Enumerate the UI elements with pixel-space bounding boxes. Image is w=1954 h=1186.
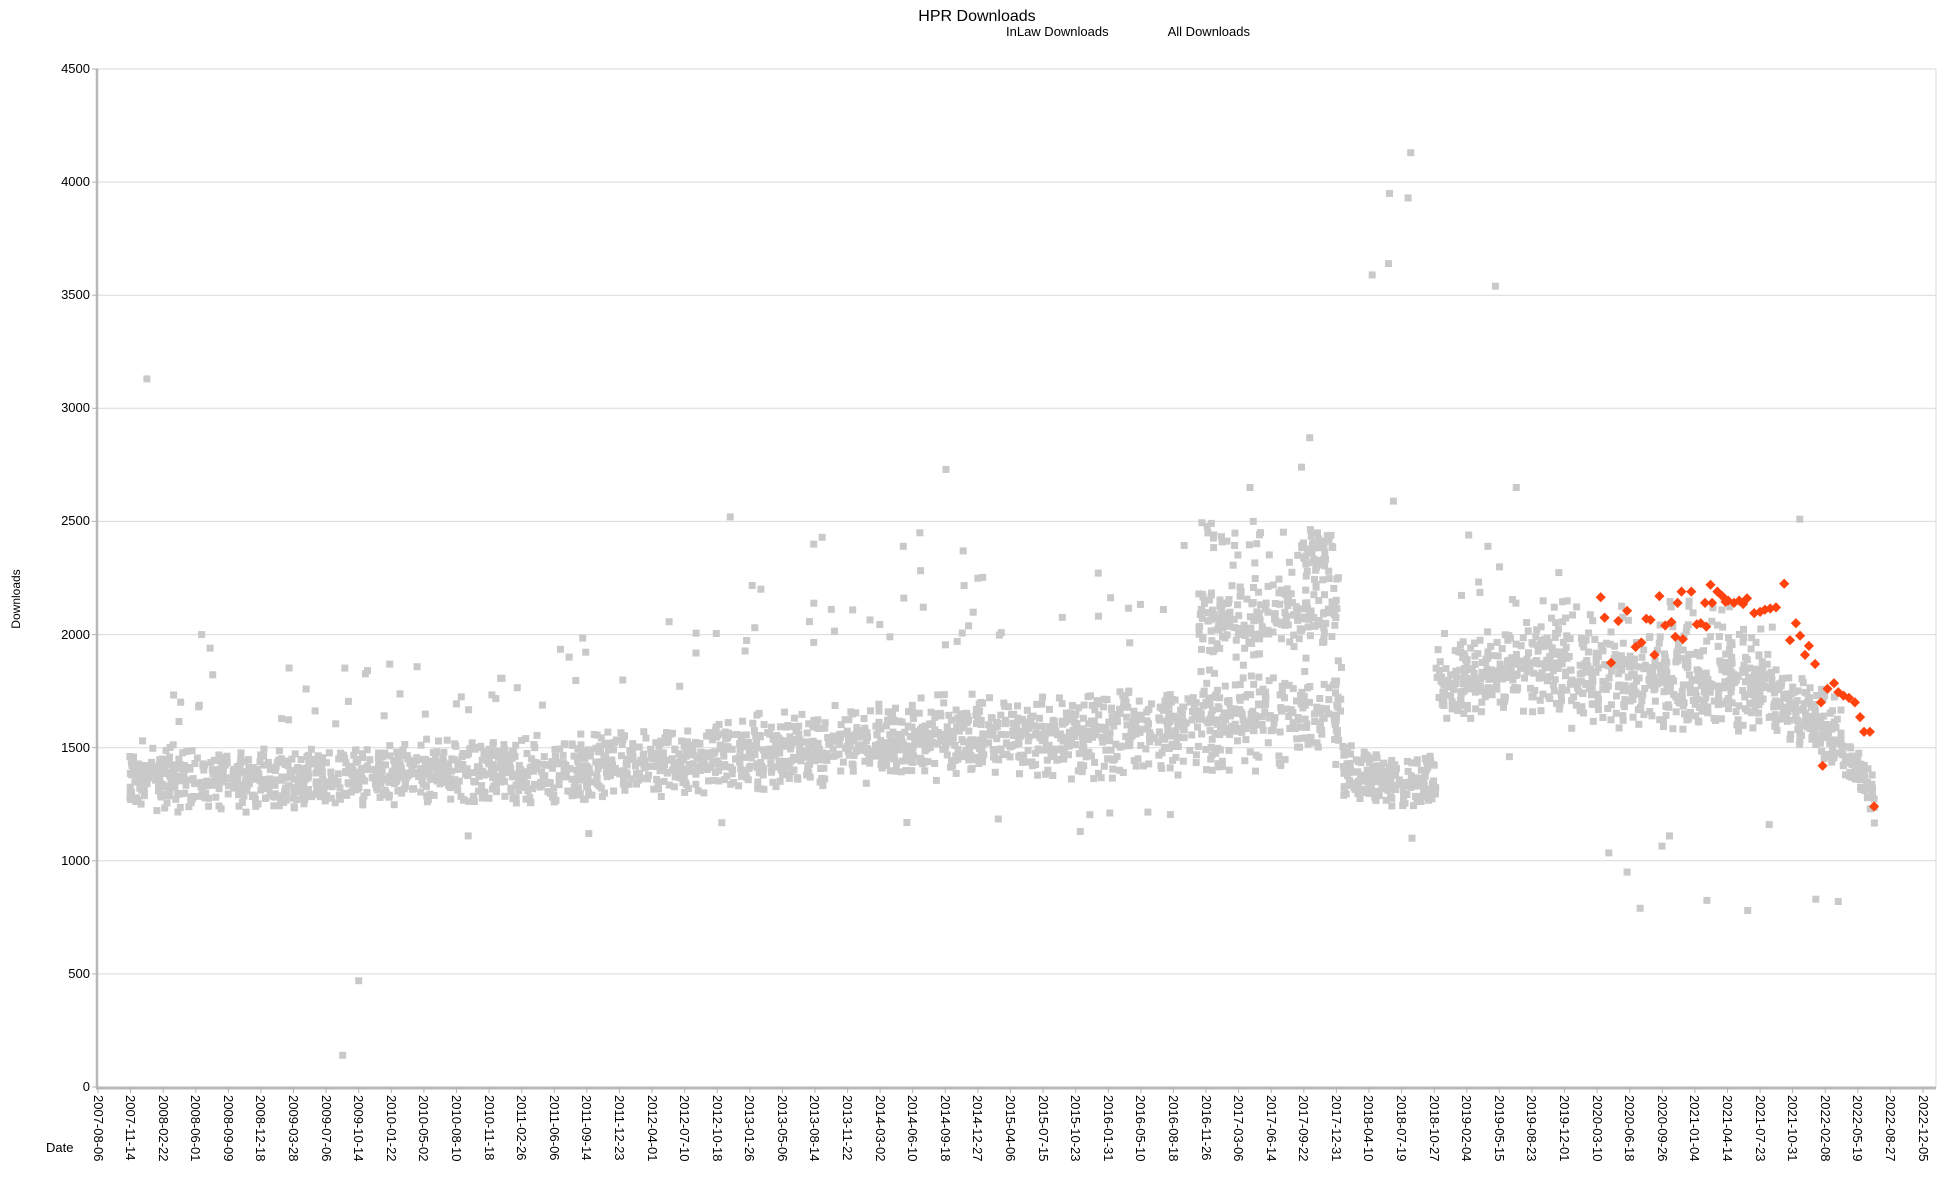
legend-item-all-downloads: All Downloads — [1153, 24, 1250, 39]
x-tick-label: 2010-08-10 — [448, 1095, 464, 1162]
x-tick-label: 2012-04-01 — [644, 1095, 660, 1162]
x-tick-label: 2022-05-19 — [1850, 1095, 1866, 1162]
x-tick-label: 2008-02-22 — [155, 1095, 171, 1162]
x-tick-label: 2022-12-05 — [1915, 1095, 1931, 1162]
x-tick-label: 2014-06-10 — [905, 1095, 921, 1162]
x-tick-label: 2011-09-14 — [579, 1095, 595, 1161]
x-tick-label: 2018-10-27 — [1426, 1095, 1442, 1162]
x-tick-label: 2013-05-06 — [774, 1095, 790, 1162]
y-tick-label: 4000 — [61, 174, 90, 190]
x-tick-label: 2013-08-14 — [807, 1095, 823, 1162]
series-all-downloads — [126, 149, 1878, 1059]
x-tick-label: 2007-08-06 — [90, 1095, 106, 1162]
x-tick-label: 2021-01-04 — [1687, 1095, 1703, 1162]
x-tick-label: 2017-09-22 — [1296, 1095, 1312, 1162]
x-tick-label: 2022-08-27 — [1882, 1095, 1898, 1162]
x-tick-label: 2010-01-22 — [383, 1095, 399, 1162]
x-tick-label: 2017-06-14 — [1263, 1095, 1279, 1162]
x-tick-label: 2009-03-28 — [286, 1095, 302, 1162]
x-tick-label: 2021-10-31 — [1785, 1095, 1801, 1162]
y-tick-label: 2500 — [61, 513, 90, 529]
x-tick-label: 2016-08-18 — [1165, 1095, 1181, 1162]
chart-title: HPR Downloads — [918, 8, 1036, 25]
x-tick-label: 2017-03-06 — [1231, 1095, 1247, 1162]
x-tick-label: 2021-04-14 — [1719, 1095, 1735, 1162]
x-tick-label: 2016-05-10 — [1133, 1095, 1149, 1162]
x-tick-label: 2018-04-10 — [1361, 1095, 1377, 1162]
gridlines — [98, 68, 1937, 1088]
axes — [92, 68, 1936, 1093]
x-tick-label: 2012-07-10 — [677, 1095, 693, 1162]
x-tick-label: 2020-06-18 — [1622, 1095, 1638, 1162]
y-tick-label: 0 — [82, 1079, 90, 1094]
x-tick-label: 2015-04-06 — [1003, 1095, 1018, 1162]
x-tick-label: 2017-12-31 — [1328, 1095, 1344, 1162]
x-tick-label: 2022-02-08 — [1817, 1095, 1833, 1162]
x-tick-label: 2009-10-14 — [351, 1095, 367, 1162]
x-tick-label: 2019-12-01 — [1557, 1095, 1573, 1162]
x-tick-label: 2008-06-01 — [188, 1095, 204, 1162]
x-tick-label: 2010-11-18 — [481, 1095, 497, 1161]
x-tick-label: 2018-07-19 — [1394, 1095, 1410, 1162]
x-tick-label: 2020-03-10 — [1589, 1095, 1605, 1162]
x-tick-label: 2019-02-04 — [1459, 1095, 1475, 1162]
x-tick-label: 2014-09-18 — [937, 1095, 953, 1162]
x-tick-label: 2012-10-18 — [709, 1095, 725, 1162]
y-tick-label: 500 — [68, 965, 90, 981]
legend-label-inlaw: InLaw Downloads — [1006, 24, 1109, 39]
x-tick-label: 2013-11-22 — [840, 1095, 856, 1161]
x-tick-label: 2015-07-15 — [1035, 1095, 1051, 1162]
y-tick-label: 4500 — [61, 61, 90, 76]
x-tick-label: 2009-07-06 — [318, 1095, 334, 1162]
x-axis-title: Date — [46, 1140, 74, 1155]
x-tick-label: 2019-08-23 — [1524, 1095, 1540, 1162]
x-tick-label: 2015-10-23 — [1068, 1095, 1084, 1162]
x-tick-label: 2010-05-02 — [416, 1095, 432, 1162]
legend-item-inlaw-downloads: InLaw Downloads — [993, 24, 1109, 39]
x-tick-label: 2011-02-26 — [514, 1095, 530, 1161]
legend-label-all: All Downloads — [1167, 24, 1250, 39]
x-tick-label: 2008-12-18 — [253, 1095, 269, 1162]
x-tick-label: 2014-12-27 — [970, 1095, 986, 1162]
legend: InLaw Downloads All Downloads — [993, 24, 1250, 39]
x-tick-label: 2020-09-26 — [1654, 1095, 1670, 1162]
x-tick-label: 2019-05-15 — [1491, 1095, 1507, 1162]
x-tick-label: 2021-07-23 — [1752, 1095, 1768, 1162]
y-tick-label: 3000 — [61, 400, 90, 416]
x-tick-label: 2011-06-06 — [546, 1095, 562, 1161]
y-tick-label: 2000 — [61, 626, 90, 642]
x-tick-label: 2011-12-23 — [611, 1095, 627, 1161]
x-tick-label: 2013-01-26 — [742, 1095, 758, 1162]
x-tick-label: 2014-03-02 — [872, 1095, 888, 1162]
y-tick-label: 1500 — [61, 739, 90, 755]
x-tick-label: 2008-09-09 — [220, 1095, 236, 1162]
x-tick-label: 2016-11-26 — [1198, 1095, 1214, 1161]
x-tick-label: 2016-01-31 — [1100, 1095, 1116, 1162]
y-tick-label: 1000 — [61, 852, 90, 868]
y-tick-label: 3500 — [61, 287, 90, 303]
x-tick-label: 2007-11-14 — [123, 1095, 139, 1161]
